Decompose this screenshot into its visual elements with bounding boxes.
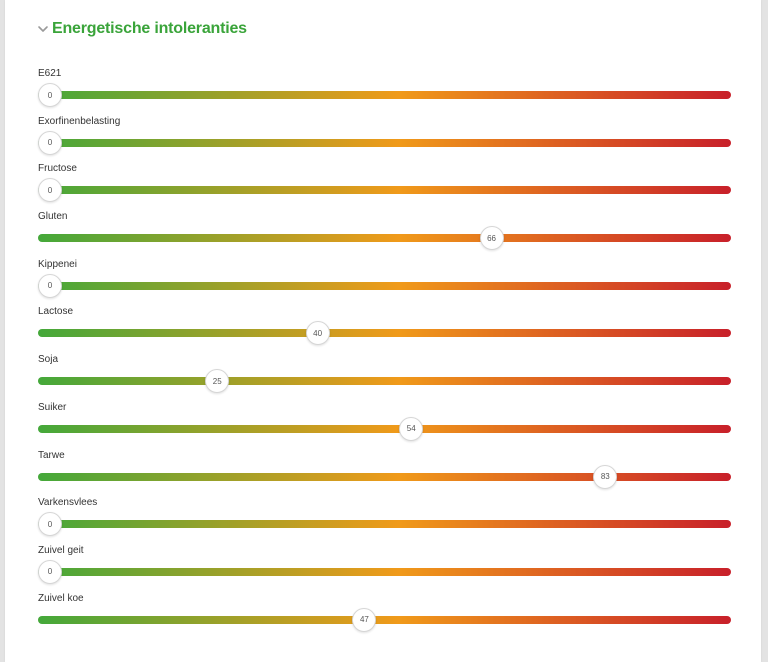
slider-row: Fructose 0 bbox=[38, 162, 731, 210]
slider-track[interactable] bbox=[38, 329, 731, 338]
slider-row: E621 0 bbox=[38, 67, 731, 115]
slider-handle[interactable]: 0 bbox=[38, 130, 62, 155]
slider-handle[interactable]: 25 bbox=[205, 369, 230, 394]
slider-row: Tarwe 83 bbox=[38, 449, 731, 497]
slider-handle[interactable]: 0 bbox=[38, 273, 62, 298]
slider-handle[interactable]: 0 bbox=[38, 83, 62, 107]
slider-handle[interactable]: 54 bbox=[399, 416, 424, 441]
slider-handle[interactable]: 0 bbox=[38, 512, 62, 537]
slider-track[interactable] bbox=[38, 186, 731, 195]
slider-label: Fructose bbox=[38, 163, 77, 175]
slider-track[interactable] bbox=[38, 567, 731, 576]
slider-row: Soja 25 bbox=[38, 353, 731, 401]
slider-row: Lactose 40 bbox=[38, 305, 731, 353]
slider-row: Exorfinenbelasting 0 bbox=[38, 115, 731, 163]
slider-row: Varkensvlees 0 bbox=[38, 496, 731, 544]
slider-handle[interactable]: 0 bbox=[38, 559, 62, 584]
slider-label: E621 bbox=[38, 68, 62, 79]
slider-row: Gluten 66 bbox=[38, 210, 731, 258]
slider-label: Kippenei bbox=[38, 258, 77, 270]
slider-label: Zuivel koe bbox=[38, 592, 84, 604]
slider-track[interactable] bbox=[38, 234, 731, 243]
slider-track[interactable] bbox=[38, 520, 731, 529]
section-title: Energetische intoleranties bbox=[52, 20, 247, 37]
slider-label: Tarwe bbox=[38, 449, 65, 461]
slider-handle[interactable]: 66 bbox=[479, 226, 504, 251]
slider-label: Suiker bbox=[38, 401, 67, 413]
section-toggle[interactable]: Energetische intoleranties bbox=[37, 16, 247, 42]
slider-row: Zuivel koe 47 bbox=[38, 592, 731, 640]
slider-handle[interactable]: 83 bbox=[593, 464, 618, 489]
slider-track[interactable] bbox=[38, 472, 731, 481]
slider-label: Soja bbox=[38, 354, 59, 366]
slider-label: Gluten bbox=[38, 211, 68, 223]
slider-label: Exorfinenbelasting bbox=[38, 115, 121, 127]
intolerance-panel: Energetische intoleranties E621 0 Exorfine… bbox=[5, 0, 761, 662]
slider-label: Zuivel geit bbox=[38, 544, 84, 556]
slider-handle[interactable]: 40 bbox=[305, 321, 330, 346]
slider-track[interactable] bbox=[38, 377, 731, 386]
slider-handle[interactable]: 47 bbox=[352, 607, 377, 632]
slider-label: Varkensvlees bbox=[38, 497, 98, 509]
slider-row: Kippenei 0 bbox=[38, 258, 731, 306]
slider-track[interactable] bbox=[38, 615, 731, 624]
slider-row: Suiker 54 bbox=[38, 401, 731, 449]
slider-track[interactable] bbox=[38, 138, 731, 147]
slider-track[interactable] bbox=[38, 91, 731, 99]
slider-row: Zuivel geit 0 bbox=[38, 544, 731, 592]
chevron-down-icon bbox=[38, 26, 48, 32]
slider-track[interactable] bbox=[38, 281, 731, 290]
slider-label: Lactose bbox=[38, 306, 74, 318]
slider-handle[interactable]: 0 bbox=[38, 178, 62, 203]
slider-list: E621 0 Exorfinenbelasting 0 Fructose 0 Gluten 6… bbox=[38, 67, 731, 639]
slider-track[interactable] bbox=[38, 424, 731, 433]
